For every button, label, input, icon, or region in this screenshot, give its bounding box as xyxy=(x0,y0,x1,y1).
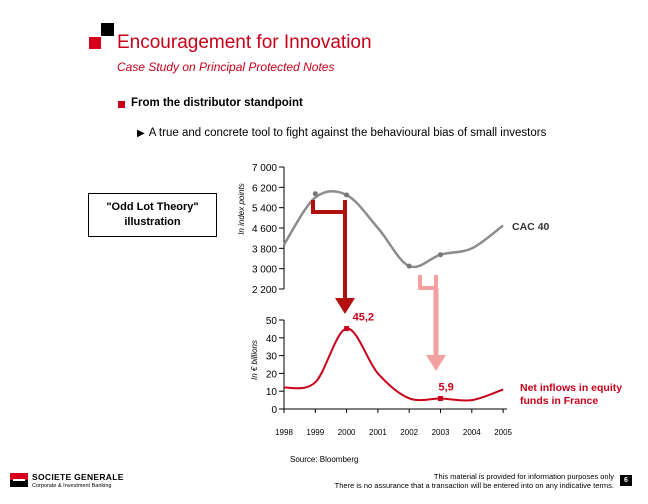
bottom-y-tick-label: 0 xyxy=(271,405,277,416)
disclaimer: This material is provided for informatio… xyxy=(335,472,614,490)
bottom-y-tick-label: 50 xyxy=(266,316,278,327)
page-subtitle: Case Study on Principal Protected Notes xyxy=(117,60,335,74)
logo-square-red xyxy=(89,37,101,49)
triangle-right-icon: ▶ xyxy=(137,128,145,139)
inflows-annotation: Net inflows in equity funds in France xyxy=(520,382,622,407)
bottom-x-tick-label: 1998 xyxy=(275,428,293,437)
top-y-axis-label: In index points xyxy=(237,183,246,235)
source-note: Source: Bloomberg xyxy=(290,455,359,464)
bottom-y-tick-label: 10 xyxy=(266,387,278,398)
inflows-marker xyxy=(438,395,443,401)
bracket-pink xyxy=(418,275,438,290)
bottom-x-tick-label: 2003 xyxy=(432,428,450,437)
cac40-marker xyxy=(344,192,350,198)
top-y-tick-label: 3 000 xyxy=(252,265,277,276)
bullet-level2: ▶ A true and concrete tool to fight again… xyxy=(137,127,546,139)
top-y-tick-label: 5 400 xyxy=(252,204,277,215)
bracket-dark-red xyxy=(311,200,347,214)
arrow-head-dark-red xyxy=(335,298,355,314)
cac40-marker xyxy=(438,252,443,258)
top-y-tick-label: 7 000 xyxy=(252,163,277,174)
inflows-line xyxy=(283,327,504,402)
cac40-marker xyxy=(312,191,318,197)
brand-name: SOCIETE GENERALE xyxy=(32,472,124,482)
inflows-data-label: 5,9 xyxy=(439,381,454,393)
inflows-chart: 50 40 30 20 10 0 1998 1999 2000 2001 2002 2003 2004 2… xyxy=(250,312,622,437)
top-y-tick-label: 2 200 xyxy=(252,285,277,296)
page-number: 6 xyxy=(620,475,632,486)
brand-subtitle: Corporate & Investment Banking xyxy=(32,483,112,489)
bullet-level2-text: A true and concrete tool to fight agains… xyxy=(148,127,547,139)
top-y-tick-label: 4 600 xyxy=(252,224,277,235)
bottom-y-tick-label: 20 xyxy=(266,369,278,380)
arrows-overlay xyxy=(311,200,446,371)
bottom-y-axis-label: In € billions xyxy=(250,340,259,380)
bottom-x-tick-label: 2004 xyxy=(463,428,481,437)
logo-square-black xyxy=(101,23,114,36)
cac40-legend-label: CAC 40 xyxy=(512,221,550,233)
disclaimer-line2: There is no assurance that a transaction… xyxy=(334,481,614,490)
top-y-tick-label: 6 200 xyxy=(252,183,277,194)
page-title: Encouragement for Innovation xyxy=(117,32,372,53)
bullet-square-icon xyxy=(118,101,125,108)
cac40-line xyxy=(282,189,504,269)
bottom-y-tick-label: 40 xyxy=(266,334,278,345)
bottom-x-tick-label: 1999 xyxy=(306,428,324,437)
bottom-x-tick-label: 2000 xyxy=(338,428,356,437)
brand-mark-icon xyxy=(10,473,28,487)
callout-line1: "Odd Lot Theory" xyxy=(106,201,199,213)
callout-box: "Odd Lot Theory" illustration xyxy=(88,193,217,237)
bottom-y-tick-label: 30 xyxy=(266,352,278,363)
cac40-marker xyxy=(406,263,412,269)
disclaimer-line1: This material is provided for informatio… xyxy=(433,472,614,481)
callout-line2: illustration xyxy=(124,216,181,228)
top-y-tick-label: 3 800 xyxy=(252,244,277,255)
inflows-marker xyxy=(344,326,350,332)
bullet-level1: From the distributor standpoint xyxy=(131,97,303,109)
inflows-data-label: 45,2 xyxy=(353,312,374,324)
bottom-x-tick-label: 2002 xyxy=(400,428,418,437)
bottom-x-tick-label: 2001 xyxy=(369,428,387,437)
cac40-chart: 7 000 6 200 5 400 4 600 3 800 3 000 2 200 In in… xyxy=(237,163,550,296)
arrow-head-pink xyxy=(426,355,446,371)
bottom-x-tick-label: 2005 xyxy=(494,428,512,437)
